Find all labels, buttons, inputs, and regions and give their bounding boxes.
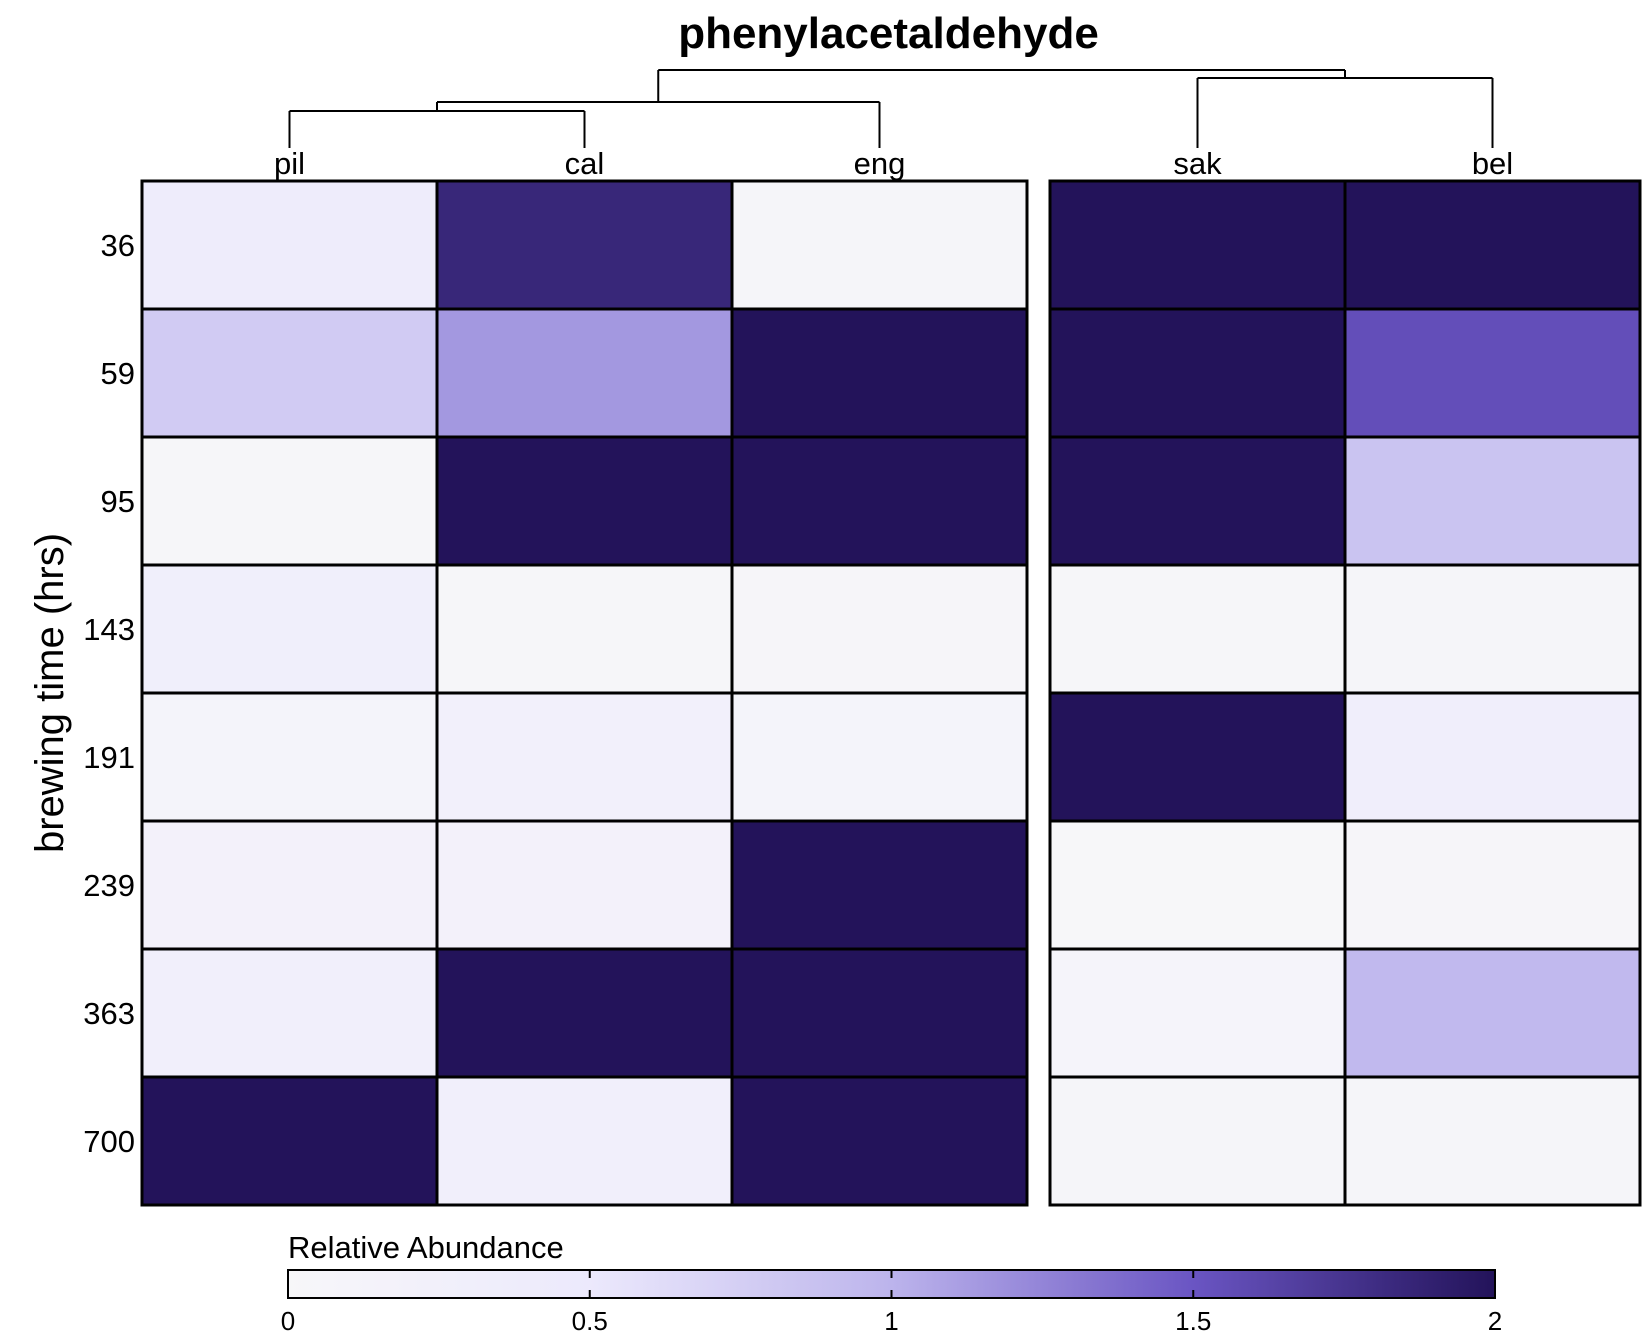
heatmap-cell [140, 1075, 439, 1207]
column-label: pil [274, 146, 305, 181]
heatmap-panel-border [1048, 179, 1642, 1207]
heatmap-cell [1048, 819, 1347, 951]
heatmap-cell [1343, 179, 1642, 311]
heatmap-cell [1048, 435, 1347, 567]
row-label: 143 [83, 612, 135, 647]
colorbar-tick-label: 1 [884, 1306, 898, 1336]
heatmap-cell [140, 307, 439, 439]
row-label: 363 [83, 996, 135, 1031]
heatmap-cell [435, 691, 734, 823]
colorbar-tick-label: 1.5 [1175, 1306, 1211, 1336]
heatmap-cell [140, 179, 439, 311]
heatmap-cell [1048, 179, 1347, 311]
heatmap-cell [435, 947, 734, 1079]
heatmap-cell [140, 947, 439, 1079]
row-label: 36 [101, 228, 135, 263]
heatmap-cell [140, 563, 439, 695]
heatmap-panel-border [140, 179, 1029, 1207]
chart-title: phenylacetaldehyde [678, 9, 1099, 58]
heatmap-cell [1048, 563, 1347, 695]
heatmap-cell [1343, 1075, 1642, 1207]
heatmap-cell [730, 563, 1029, 695]
heatmap-cell [1343, 563, 1642, 695]
colorbar-tick-label: 0 [281, 1306, 295, 1336]
heatmap-cell [435, 435, 734, 567]
column-label: sak [1173, 146, 1222, 181]
heatmap-cell [730, 307, 1029, 439]
heatmap-cell [435, 563, 734, 695]
heatmap-cell [435, 179, 734, 311]
colorbar-tick-label: 2 [1488, 1306, 1502, 1336]
heatmap-cell [435, 1075, 734, 1207]
row-label: 59 [101, 356, 135, 391]
heatmap-cell [730, 947, 1029, 1079]
heatmap-cell [140, 435, 439, 567]
heatmap-cell [730, 435, 1029, 567]
colorbar-tick-label: 0.5 [572, 1306, 608, 1336]
heatmap-cell [730, 179, 1029, 311]
column-label: bel [1472, 146, 1513, 181]
row-label: 239 [83, 868, 135, 903]
heatmap-cell [730, 819, 1029, 951]
heatmap-cell [1048, 307, 1347, 439]
heatmap-cell [435, 819, 734, 951]
heatmap-cell [1343, 819, 1642, 951]
heatmap-cell [435, 307, 734, 439]
row-label: 95 [101, 484, 135, 519]
heatmap-cell [1343, 435, 1642, 567]
heatmap-cell [1343, 307, 1642, 439]
row-label: 700 [83, 1124, 135, 1159]
heatmap-cell [1343, 691, 1642, 823]
y-axis-label: brewing time (hrs) [28, 532, 73, 854]
heatmap-cell [1048, 947, 1347, 1079]
heatmap-cell [730, 691, 1029, 823]
colorbar-label: Relative Abundance [288, 1230, 564, 1265]
heatmap-cell [1343, 947, 1642, 1079]
column-label: eng [854, 146, 906, 181]
heatmap-cell [730, 1075, 1029, 1207]
heatmap-cell [1048, 1075, 1347, 1207]
row-label: 191 [83, 740, 135, 775]
column-label: cal [565, 146, 605, 181]
heatmap-cell [140, 819, 439, 951]
heatmap-cell [140, 691, 439, 823]
heatmap-cell [1048, 691, 1347, 823]
